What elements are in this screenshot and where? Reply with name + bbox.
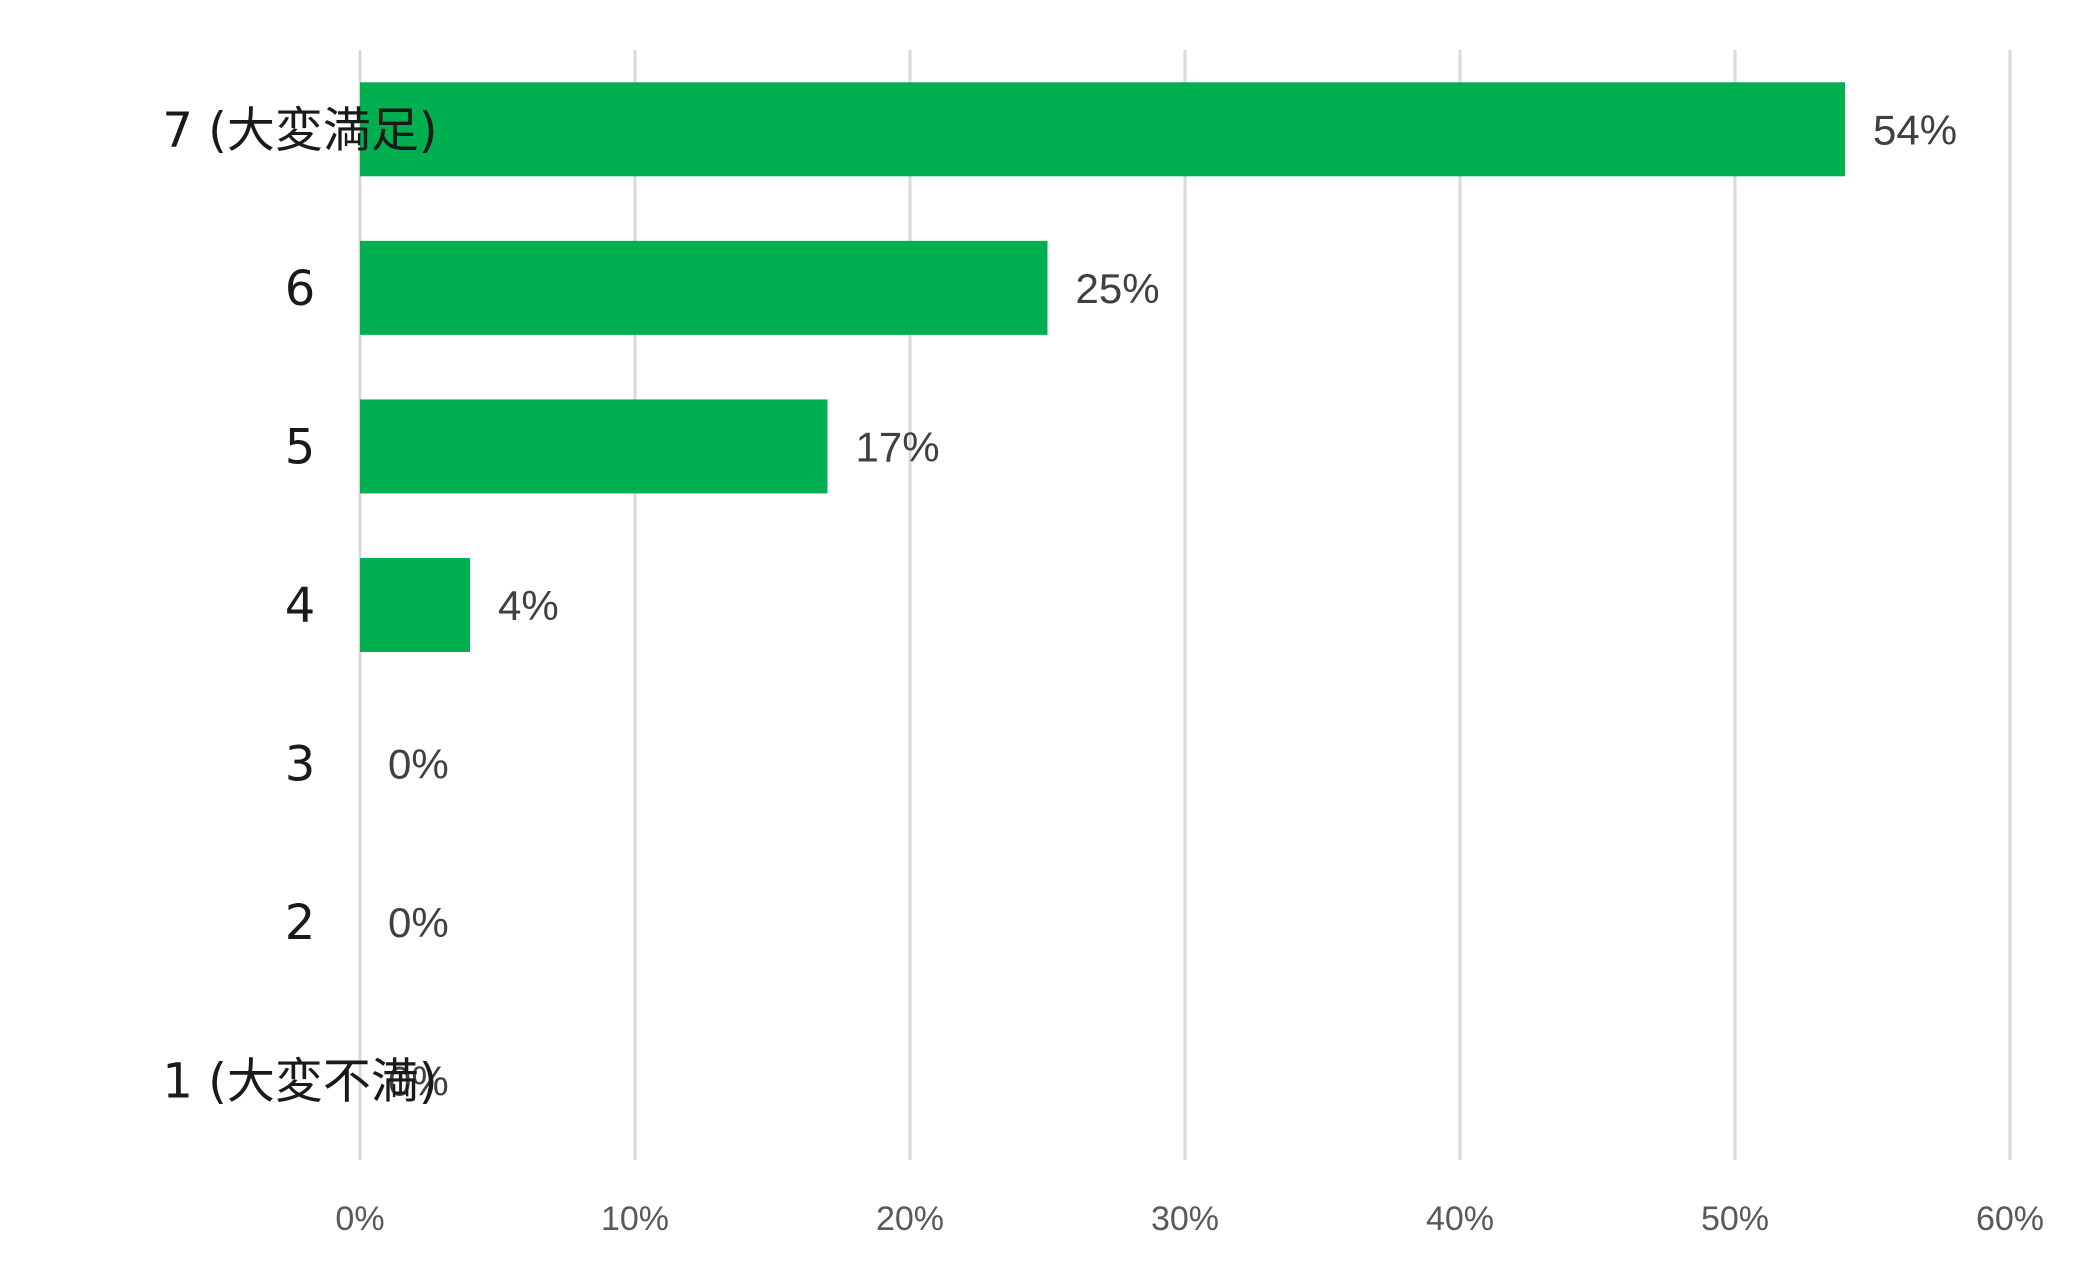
category-label: 6: [285, 261, 316, 317]
bar: [360, 399, 828, 494]
category-label: 1 (大変不満): [162, 1054, 437, 1110]
bars: [360, 82, 1845, 652]
x-tick-label: 30%: [1151, 1200, 1219, 1238]
data-label: 0%: [388, 741, 449, 788]
category-label: 4: [285, 578, 316, 634]
x-axis-ticks: 0% 10% 20% 30% 40% 50% 60%: [335, 1200, 2044, 1238]
bar: [360, 240, 1048, 335]
gridlines: [358, 50, 2012, 1160]
x-tick-label: 0%: [335, 1200, 384, 1238]
bar: [360, 558, 470, 652]
x-tick-label: 20%: [876, 1200, 944, 1238]
x-tick-label: 60%: [1976, 1200, 2044, 1238]
category-label: 2: [285, 895, 316, 951]
category-labels: 7 (大変満足) 6 5 4 3 2 1 (大変不満): [162, 102, 437, 1109]
data-label: 4%: [498, 582, 559, 629]
category-label: 3: [285, 737, 316, 793]
data-label: 17%: [856, 423, 940, 470]
x-tick-label: 10%: [601, 1200, 669, 1238]
data-label: 54%: [1873, 106, 1957, 153]
bar: [360, 82, 1845, 177]
data-label: 0%: [388, 899, 449, 946]
data-label: 0%: [388, 1058, 449, 1105]
x-tick-label: 50%: [1701, 1200, 1769, 1238]
category-label: 7 (大変満足): [162, 102, 437, 158]
x-tick-label: 40%: [1426, 1200, 1494, 1238]
data-labels: 54% 25% 17% 4% 0% 0% 0%: [388, 106, 1957, 1104]
category-label: 5: [285, 419, 316, 475]
data-label: 25%: [1076, 265, 1160, 312]
